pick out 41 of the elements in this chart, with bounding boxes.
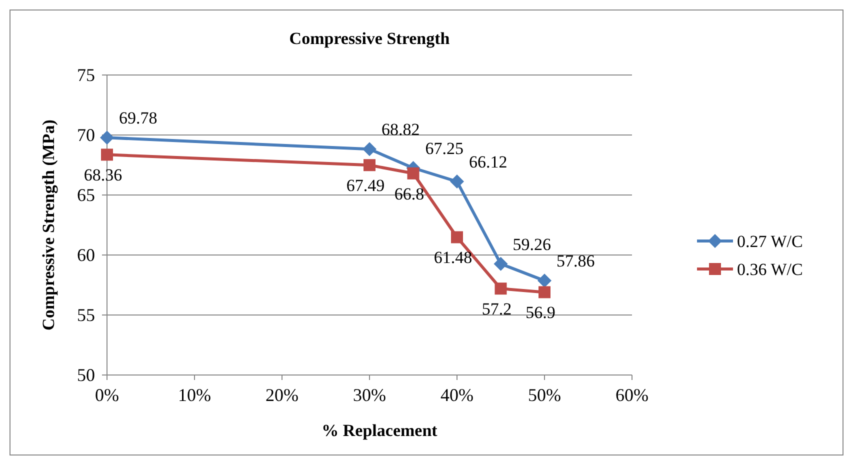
point [362, 142, 376, 156]
y-tick-label: 55 [77, 305, 95, 325]
y-tick-label: 70 [77, 125, 95, 145]
y-tick-label: 65 [77, 185, 95, 205]
chart-title: Compressive Strength [289, 29, 450, 48]
x-tick-label: 20% [266, 385, 298, 405]
y-tick-label: 50 [77, 365, 95, 385]
x-tick-label: 30% [353, 385, 386, 405]
point [451, 231, 463, 244]
point [538, 274, 552, 288]
data-label: 59.26 [512, 234, 551, 254]
data-label: 56.9 [526, 303, 556, 322]
point [407, 167, 420, 180]
data-label: 67.49 [346, 176, 385, 196]
x-tick-label: 0% [95, 385, 119, 405]
point [100, 130, 114, 145]
x-axis-title: % Replacement [322, 421, 438, 440]
point [494, 256, 508, 271]
point [494, 282, 507, 295]
data-label: 68.82 [382, 120, 420, 140]
y-tick-label: 75 [77, 65, 95, 85]
y-axis-title: Compressive Strength (MPa) [39, 120, 58, 330]
data-label: 68.36 [84, 166, 122, 185]
data-label: 57.2 [482, 300, 512, 319]
data-label: 67.25 [425, 139, 464, 158]
data-label: 61.48 [434, 248, 472, 268]
x-tick-label: 60% [616, 385, 648, 405]
point [364, 159, 376, 172]
data-label: 57.86 [556, 252, 595, 271]
data-label: 66.8 [394, 184, 424, 204]
x-tick-label: 50% [528, 385, 561, 405]
x-tick-label: 10% [178, 385, 211, 405]
legend-label: 0.36 W/C [737, 260, 803, 279]
point [101, 148, 113, 161]
y-tick-label: 60 [77, 245, 95, 265]
point [450, 174, 464, 189]
data-label: 66.12 [469, 152, 508, 172]
x-tick-label: 40% [440, 385, 474, 405]
point [538, 286, 550, 298]
legend-label: 0.27 W/C [737, 232, 803, 251]
data-label: 69.78 [119, 108, 158, 128]
